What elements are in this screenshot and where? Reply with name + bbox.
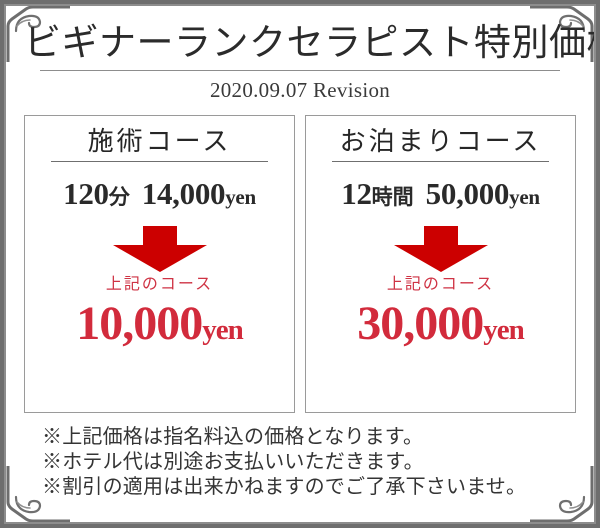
discount-amount: 30,000 xyxy=(357,297,484,350)
revision-date: 2020.09.07 Revision xyxy=(209,78,391,102)
footer-notes: ※上記価格は指名料込の価格となります。 ※ホテル代は別途お支払いいただきます。 … xyxy=(24,424,576,499)
original-amount: 14,000 xyxy=(141,176,226,211)
discount-price-row: 30,000yen xyxy=(316,296,565,358)
course-panels: 施術コース 120分 14,000yen 上記のコース 10,000yen xyxy=(24,115,576,413)
original-price-row: 120分 14,000yen xyxy=(35,174,284,217)
original-amount: 50,000 xyxy=(425,176,510,211)
discount-label: 上記のコース xyxy=(105,276,214,293)
course-panel-overnight: お泊まりコース 12時間 50,000yen 上記のコース 30,000yen xyxy=(305,115,576,413)
original-currency: yen xyxy=(225,185,256,209)
discount-currency: yen xyxy=(483,314,524,346)
duration-value: 120 xyxy=(63,176,109,211)
note-item: ※上記価格は指名料込の価格となります。 xyxy=(42,424,424,448)
course-title: 施術コース xyxy=(87,127,232,157)
discount-amount: 10,000 xyxy=(76,297,203,350)
down-arrow-icon-overnight xyxy=(316,225,565,273)
duration-unit: 時間 xyxy=(371,185,414,209)
original-price-row: 12時間 50,000yen xyxy=(316,174,565,217)
title-divider xyxy=(40,70,560,71)
course-title: お泊まりコース xyxy=(339,127,542,157)
course-panel-treatment: 施術コース 120分 14,000yen 上記のコース 10,000yen xyxy=(24,115,295,413)
banner-content: ビギナーランクセラピスト特別価格 2020.09.07 Revision 施術コ… xyxy=(6,6,594,522)
discount-currency: yen xyxy=(202,314,243,346)
original-currency: yen xyxy=(509,185,540,209)
discount-label: 上記のコース xyxy=(386,276,495,293)
course-title-divider xyxy=(332,161,549,162)
note-item: ※ホテル代は別途お支払いいただきます。 xyxy=(42,449,424,473)
course-title-divider xyxy=(51,161,268,162)
down-arrow-icon-treatment xyxy=(35,225,284,273)
note-item: ※割引の適用は出来かねますのでご了承下さいませ。 xyxy=(42,474,527,498)
page-title: ビギナーランクセラピスト特別価格 xyxy=(24,21,596,64)
banner-inner-frame: ビギナーランクセラピスト特別価格 2020.09.07 Revision 施術コ… xyxy=(4,4,596,524)
discount-price-row: 10,000yen xyxy=(35,296,284,358)
duration-unit: 分 xyxy=(108,185,130,209)
duration-value: 12 xyxy=(341,176,372,211)
